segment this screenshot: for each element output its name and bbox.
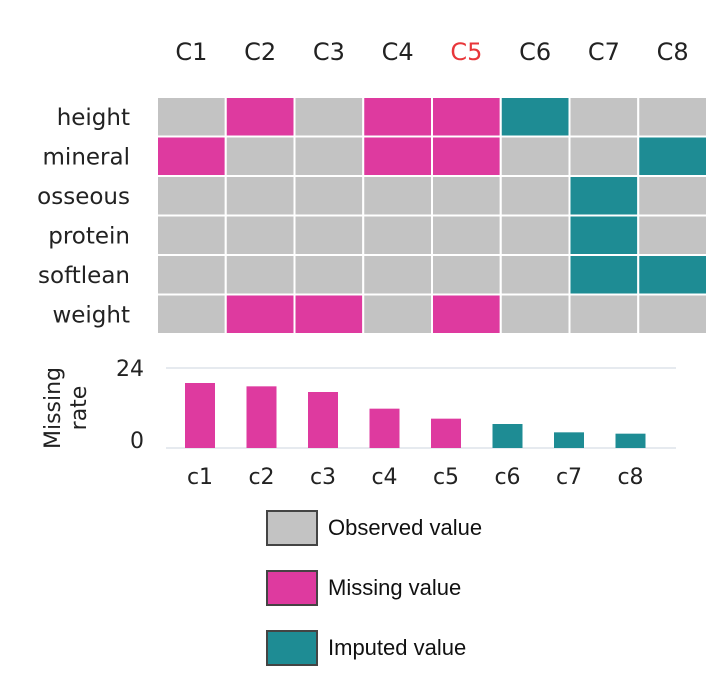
heatmap-column-labels: C1 C2 C3 C4 C5 C6 C7 C8 [175, 38, 688, 66]
y-tick-zero: 0 [130, 429, 144, 454]
heatmap-cell-height-c5 [431, 96, 502, 138]
bar-c7 [554, 432, 584, 448]
heatmap-cell-height-c8 [637, 96, 708, 138]
heatmap-cell-weight-c8 [637, 293, 708, 335]
bar-c6 [492, 424, 523, 448]
heatmap-cell-mineral-c2 [224, 135, 296, 177]
x-tick-c2: c2 [248, 465, 274, 490]
column-label-c8: C8 [657, 38, 689, 66]
heatmap-cell-weight-c4 [362, 293, 433, 335]
column-label-c5: C5 [450, 38, 482, 66]
heatmap-cell-protein-c2 [224, 214, 296, 256]
heatmap-cell-weight-c1 [156, 293, 227, 335]
column-label-c2: C2 [244, 38, 276, 66]
row-label-weight: weight [52, 302, 130, 328]
heatmap-cell-mineral-c1 [156, 135, 227, 177]
column-label-c3: C3 [313, 38, 345, 66]
heatmap-cell-weight-c5 [431, 293, 502, 335]
heatmap-cell-protein-c8 [637, 214, 708, 256]
heatmap-cell-mineral-c6 [499, 135, 571, 177]
heatmap-cell-protein-c6 [499, 214, 571, 256]
legend: Observed value Missing value Imputed val… [266, 508, 482, 688]
x-tick-c8: c8 [617, 465, 643, 490]
bar-chart-bars [185, 383, 646, 448]
heatmap-cell-protein-c5 [431, 214, 502, 256]
y-axis-label: Missingrate [41, 367, 92, 449]
x-tick-c7: c7 [556, 465, 582, 490]
heatmap-cell-mineral-c5 [431, 135, 502, 177]
heatmap-cell-mineral-c7 [568, 135, 640, 177]
heatmap-cell-softlean-c8 [637, 254, 708, 296]
row-label-osseous: osseous [37, 184, 130, 210]
y-tick-top: 24 [116, 357, 144, 382]
missing-swatch [266, 570, 318, 606]
heatmap-cell-softlean-c1 [156, 254, 227, 296]
heatmap-cell-softlean-c4 [362, 254, 433, 296]
heatmap-cell-softlean-c7 [568, 254, 640, 296]
heatmap-cell-mineral-c8 [637, 135, 708, 177]
bar-chart-x-labels: c1 c2 c3 c4 c5 c6 c7 c8 [187, 465, 644, 490]
imputed-swatch [266, 630, 318, 666]
heatmap-cell-osseous-c1 [156, 175, 227, 217]
bar-c4 [369, 408, 400, 448]
x-tick-c5: c5 [433, 465, 459, 490]
legend-label-observed: Observed value [328, 515, 483, 540]
column-label-c7: C7 [588, 38, 620, 66]
legend-label-imputed: Imputed value [328, 635, 467, 660]
heatmap-cell-protein-c3 [293, 214, 365, 256]
row-label-height: height [57, 105, 130, 131]
legend-item-imputed: Imputed value [266, 628, 482, 668]
heatmap-cell-mineral-c3 [293, 135, 365, 177]
heatmap-cell-osseous-c6 [499, 175, 571, 217]
heatmap-row-labels: height mineral osseous protein softlean weigh… [37, 105, 130, 329]
heatmap-cell-weight-c3 [293, 293, 365, 335]
heatmap-cell-height-c1 [156, 96, 227, 138]
heatmap-grid [156, 96, 708, 335]
bar-c5 [431, 418, 461, 448]
heatmap-cell-protein-c1 [156, 214, 227, 256]
heatmap-cell-height-c7 [568, 96, 640, 138]
bar-c3 [308, 392, 338, 448]
column-label-c4: C4 [382, 38, 414, 66]
column-label-c6: C6 [519, 38, 551, 66]
heatmap-cell-softlean-c2 [224, 254, 296, 296]
x-tick-c6: c6 [494, 465, 520, 490]
heatmap-cell-osseous-c4 [362, 175, 433, 217]
heatmap-cell-weight-c2 [224, 293, 296, 335]
heatmap-cell-height-c3 [293, 96, 365, 138]
heatmap-cell-osseous-c3 [293, 175, 365, 217]
legend-item-observed: Observed value [266, 508, 482, 548]
observed-swatch [266, 510, 318, 546]
heatmap-cell-softlean-c5 [431, 254, 502, 296]
heatmap-cell-height-c2 [224, 96, 296, 138]
heatmap-cell-osseous-c8 [637, 175, 708, 217]
heatmap-cell-protein-c4 [362, 214, 433, 256]
row-label-mineral: mineral [43, 144, 130, 170]
bar-c1 [185, 383, 215, 448]
legend-item-missing: Missing value [266, 568, 482, 608]
heatmap-cell-osseous-c2 [224, 175, 296, 217]
heatmap-cell-mineral-c4 [362, 135, 433, 177]
bar-chart-y-axis: 24 0 Missingrate [41, 357, 144, 454]
heatmap-cell-weight-c7 [568, 293, 640, 335]
bar-chart-gridlines [166, 367, 676, 449]
x-tick-c3: c3 [310, 465, 336, 490]
bar-c8 [615, 433, 646, 448]
bar-c2 [246, 386, 277, 448]
column-label-c1: C1 [175, 38, 207, 66]
heatmap-cell-osseous-c5 [431, 175, 502, 217]
heatmap-cell-weight-c6 [499, 293, 571, 335]
heatmap-cell-osseous-c7 [568, 175, 640, 217]
row-label-protein: protein [48, 223, 130, 249]
legend-label-missing: Missing value [328, 575, 462, 600]
x-tick-c1: c1 [187, 465, 213, 490]
heatmap-cell-softlean-c6 [499, 254, 571, 296]
heatmap-cell-height-c4 [362, 96, 433, 138]
row-label-softlean: softlean [38, 263, 130, 289]
heatmap-cell-protein-c7 [568, 214, 640, 256]
x-tick-c4: c4 [371, 465, 397, 490]
heatmap-cell-height-c6 [499, 96, 571, 138]
heatmap-cell-softlean-c3 [293, 254, 365, 296]
